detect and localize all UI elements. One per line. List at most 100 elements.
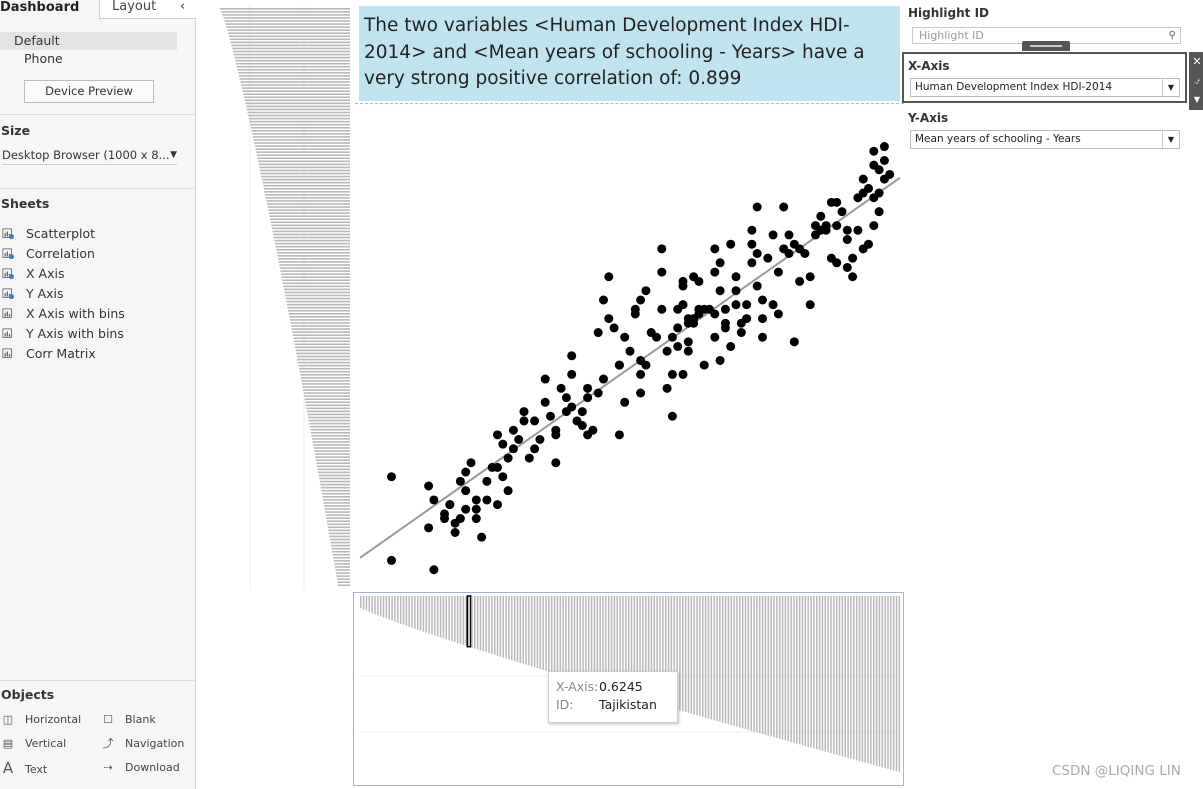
x-bar[interactable] — [873, 596, 875, 765]
scatter-point[interactable] — [837, 207, 847, 217]
y-bar[interactable] — [283, 288, 350, 291]
scatter-point[interactable] — [773, 309, 783, 319]
x-bar[interactable] — [841, 596, 844, 757]
scatter-point[interactable] — [583, 430, 593, 440]
x-bar[interactable] — [377, 596, 379, 616]
y-bar[interactable] — [263, 187, 350, 190]
y-bar[interactable] — [263, 184, 350, 187]
y-bar[interactable] — [329, 535, 350, 538]
object-blank[interactable]: ☐ Blank — [101, 712, 156, 728]
y-bar[interactable] — [327, 523, 350, 526]
y-bar[interactable] — [319, 477, 350, 480]
x-bar[interactable] — [645, 596, 647, 701]
x-bar[interactable] — [391, 596, 393, 621]
x-bar[interactable] — [801, 596, 804, 746]
scatter-point[interactable] — [471, 514, 481, 524]
y-bar[interactable] — [270, 218, 350, 221]
scatter-point[interactable] — [461, 504, 471, 514]
pin-icon[interactable]: ⍻ — [1193, 74, 1201, 87]
highlighted-x-bar[interactable] — [466, 595, 472, 648]
scatter-point[interactable] — [477, 532, 487, 542]
scatter-point[interactable] — [636, 388, 646, 398]
object-download[interactable]: ⇢ Download — [101, 760, 179, 776]
scatter-point[interactable] — [593, 388, 603, 398]
y-bar[interactable] — [252, 136, 350, 138]
scatter-point[interactable] — [667, 332, 677, 342]
scatter-point[interactable] — [482, 476, 492, 486]
y-bar[interactable] — [276, 248, 350, 251]
y-bar[interactable] — [293, 340, 350, 343]
y-bar[interactable] — [306, 410, 350, 413]
y-bar[interactable] — [240, 81, 350, 83]
x-bar[interactable] — [898, 596, 901, 772]
y-bar[interactable] — [314, 450, 350, 452]
scatter-point[interactable] — [667, 411, 677, 421]
y-bar[interactable] — [266, 200, 350, 202]
scatter-point[interactable] — [498, 472, 508, 482]
y-bar[interactable] — [264, 191, 350, 193]
y-bar[interactable] — [275, 245, 350, 248]
scatter-point[interactable] — [874, 188, 884, 198]
object-text[interactable]: A Text — [1, 760, 47, 776]
y-bar[interactable] — [261, 178, 350, 181]
y-bar[interactable] — [248, 114, 350, 117]
y-bar[interactable] — [258, 160, 350, 163]
scatter-point[interactable] — [498, 439, 508, 449]
scatter-point[interactable] — [657, 244, 667, 254]
y-bar[interactable] — [316, 462, 350, 465]
drag-handle-icon[interactable] — [1022, 41, 1070, 51]
scatter-point[interactable] — [429, 565, 439, 575]
scatter-point[interactable] — [604, 272, 614, 282]
scatter-point[interactable] — [540, 374, 550, 384]
scatter-point[interactable] — [551, 425, 561, 435]
y-bar[interactable] — [335, 569, 350, 571]
y-bar[interactable] — [276, 252, 350, 254]
y-bar[interactable] — [228, 32, 350, 34]
scatter-point[interactable] — [805, 272, 815, 282]
x-bar[interactable] — [824, 596, 827, 752]
scatter-point[interactable] — [779, 202, 789, 212]
y-bar[interactable] — [233, 53, 350, 56]
y-bar[interactable] — [291, 325, 350, 327]
x-bar[interactable] — [379, 596, 382, 617]
y-bar[interactable] — [294, 343, 350, 346]
x-bar[interactable] — [835, 596, 838, 755]
scatter-point[interactable] — [879, 156, 889, 165]
y-bar[interactable] — [271, 224, 350, 227]
scatter-point[interactable] — [508, 425, 518, 435]
y-bar[interactable] — [253, 139, 350, 141]
scatter-point[interactable] — [742, 300, 752, 310]
x-bar[interactable] — [408, 596, 410, 627]
scatter-point[interactable] — [519, 416, 529, 426]
y-bar[interactable] — [325, 511, 350, 513]
x-bar[interactable] — [616, 596, 619, 693]
x-bar[interactable] — [673, 596, 676, 709]
scatter-point[interactable] — [625, 346, 635, 356]
x-bar[interactable] — [565, 596, 567, 677]
scatter-point[interactable] — [387, 472, 396, 482]
x-bar[interactable] — [679, 596, 681, 711]
x-bar[interactable] — [702, 596, 704, 717]
x-bar[interactable] — [622, 596, 624, 694]
x-bar[interactable] — [827, 596, 829, 753]
y-bar[interactable] — [324, 508, 350, 510]
y-bar[interactable] — [320, 483, 350, 486]
scatter-point[interactable] — [429, 495, 439, 505]
scatter-point[interactable] — [710, 309, 720, 319]
x-bar[interactable] — [892, 596, 895, 771]
scatter-point[interactable] — [758, 332, 767, 342]
x-bar[interactable] — [405, 596, 408, 626]
x-bar[interactable] — [499, 596, 502, 657]
x-bar[interactable] — [727, 596, 730, 725]
scatter-point[interactable] — [784, 249, 794, 258]
scatter-point[interactable] — [710, 332, 720, 342]
x-bar[interactable] — [590, 596, 593, 685]
x-bar[interactable] — [767, 596, 770, 736]
y-bar[interactable] — [301, 383, 350, 385]
y-bar[interactable] — [322, 499, 350, 501]
y-bar[interactable] — [299, 370, 350, 373]
x-bar[interactable] — [431, 596, 433, 635]
y-bar[interactable] — [293, 337, 350, 339]
object-vertical[interactable]: ▤ Vertical — [1, 736, 66, 752]
scatter-point[interactable] — [758, 314, 767, 324]
